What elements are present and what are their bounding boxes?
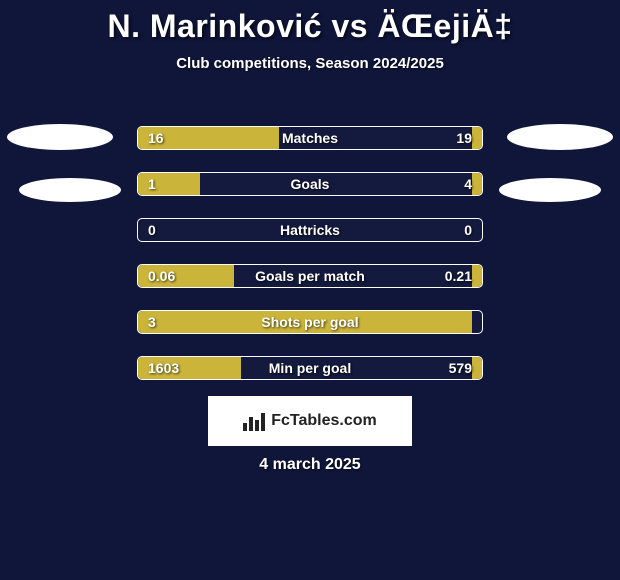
player-right-badge-2 — [499, 178, 601, 202]
page-subtitle: Club competitions, Season 2024/2025 — [0, 55, 620, 72]
stat-label: Hattricks — [138, 219, 482, 241]
stat-row: 3 Shots per goal — [137, 310, 483, 334]
stat-value-right: 0.21 — [445, 265, 472, 287]
stat-value-right: 0 — [464, 219, 472, 241]
stat-label: Matches — [138, 127, 482, 149]
stat-value-right: 579 — [449, 357, 472, 379]
brand-text: FcTables.com — [271, 412, 377, 430]
stat-row: 1603 Min per goal 579 — [137, 356, 483, 380]
stat-row: 1 Goals 4 — [137, 172, 483, 196]
brand-badge: FcTables.com — [208, 396, 412, 446]
player-right-badge-1 — [507, 124, 613, 150]
stat-label: Goals — [138, 173, 482, 195]
stat-label: Min per goal — [138, 357, 482, 379]
stat-label: Goals per match — [138, 265, 482, 287]
stat-value-right: 19 — [456, 127, 472, 149]
comparison-infographic: N. Marinković vs ÄŒejiÄ‡ Club competitio… — [0, 0, 620, 580]
stat-bars: 16 Matches 19 1 Goals 4 0 Hattricks 0 0.… — [137, 126, 483, 402]
player-left-badge-1 — [7, 124, 113, 150]
stat-row: 0 Hattricks 0 — [137, 218, 483, 242]
stat-row: 0.06 Goals per match 0.21 — [137, 264, 483, 288]
bars-icon — [243, 411, 265, 431]
player-left-badge-2 — [19, 178, 121, 202]
stat-value-right: 4 — [464, 173, 472, 195]
stat-row: 16 Matches 19 — [137, 126, 483, 150]
date-label: 4 march 2025 — [0, 456, 620, 474]
page-title: N. Marinković vs ÄŒejiÄ‡ — [0, 8, 620, 45]
stat-label: Shots per goal — [138, 311, 482, 333]
